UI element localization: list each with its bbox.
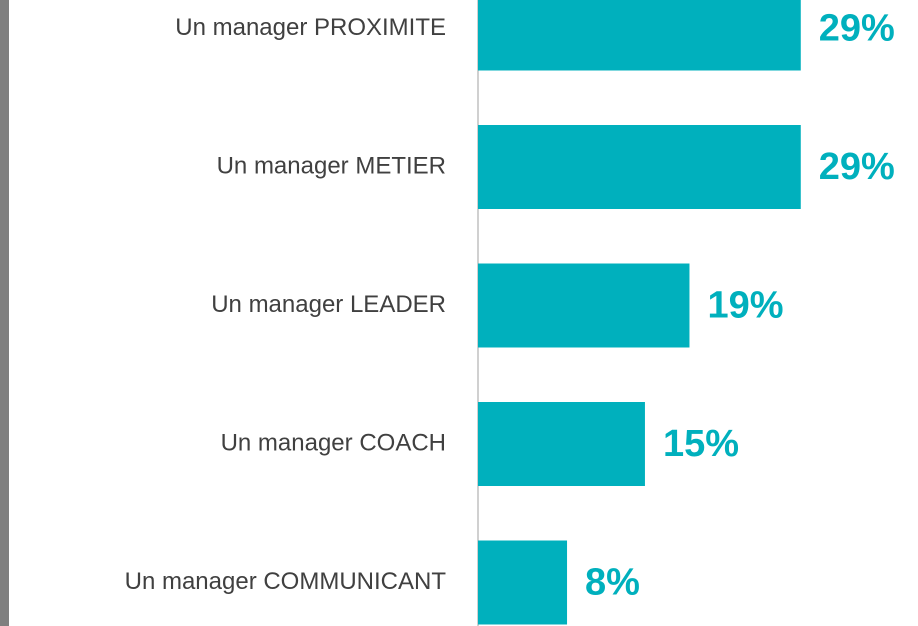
category-label: Un manager METIER: [217, 152, 446, 179]
value-label: 29%: [819, 8, 895, 50]
value-label: 29%: [819, 146, 895, 188]
value-label: 15%: [663, 423, 739, 465]
value-label: 19%: [707, 285, 783, 327]
bar: [478, 0, 801, 71]
category-label: Un manager COMMUNICANT: [125, 568, 447, 595]
bar: [478, 402, 645, 486]
bar: [478, 540, 568, 625]
category-label: Un manager COACH: [221, 429, 446, 456]
category-label: Un manager LEADER: [211, 291, 446, 318]
left-border: [0, 0, 9, 626]
bar: [478, 125, 801, 209]
category-label: Un manager PROXIMITE: [175, 14, 446, 41]
value-label: 8%: [585, 562, 640, 604]
bar: [478, 263, 690, 348]
